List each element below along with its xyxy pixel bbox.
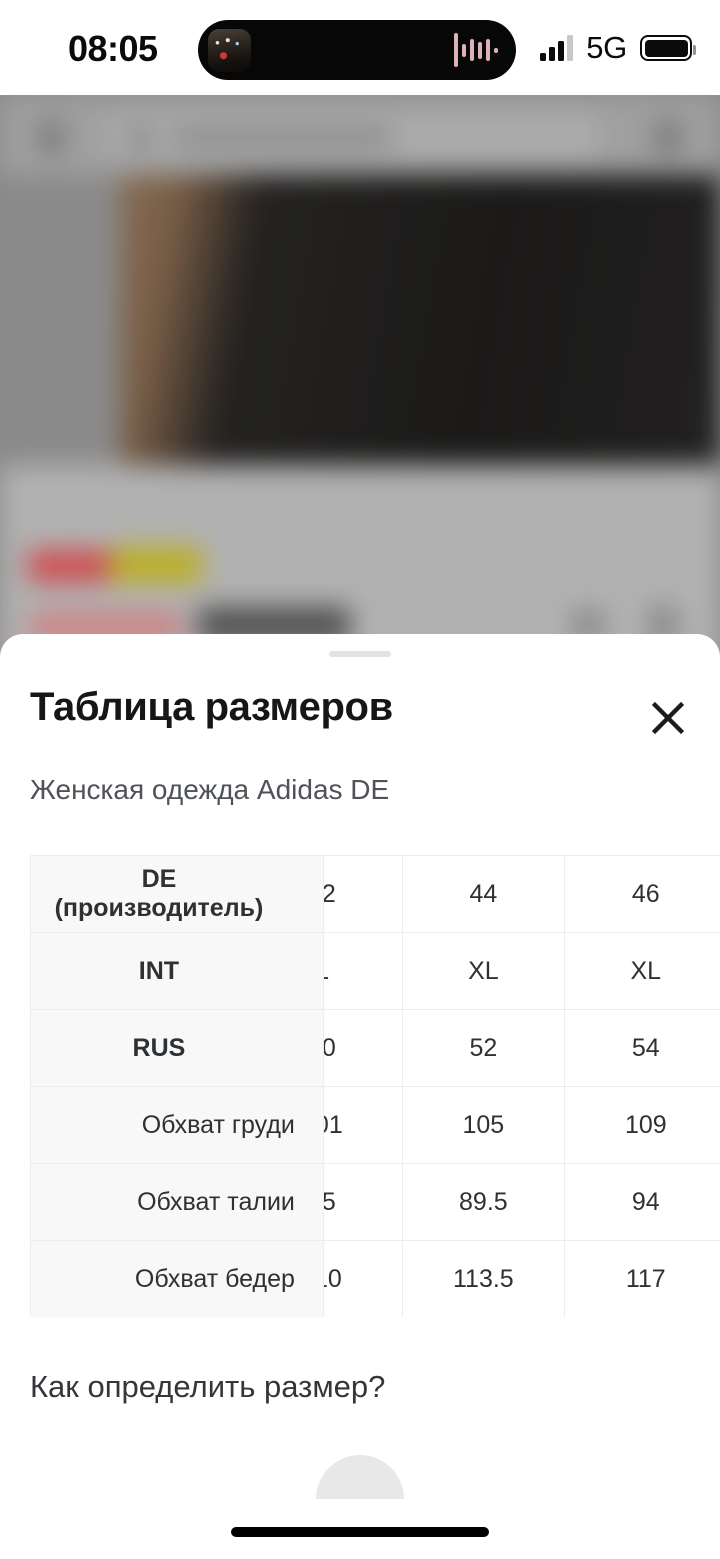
loading-placeholder-shape — [316, 1455, 404, 1499]
table-cell: 42 — [323, 855, 403, 933]
table-cell: 117 — [564, 1240, 720, 1317]
row-label-line: INT — [138, 956, 180, 985]
search-icon — [128, 125, 154, 151]
table-row: DE (производитель) 42 44 46 48 — [30, 855, 720, 933]
table-cell: 89.5 — [401, 1163, 566, 1241]
table-row: Обхват груди 101 105 109 113.5 — [30, 1086, 720, 1164]
table-cell-value: 50 — [323, 1034, 388, 1063]
dynamic-island[interactable] — [198, 20, 516, 80]
audio-waveform-icon — [454, 33, 498, 67]
table-cell: 54 — [564, 1009, 720, 1087]
status-bar-time: 08:05 — [68, 28, 158, 69]
table-cell-value: L — [323, 957, 388, 986]
row-label-line: DE — [141, 865, 177, 893]
status-bar-indicators: 5G — [540, 30, 696, 66]
back-arrow-icon — [38, 121, 64, 153]
size-table-scroller[interactable]: DE (производитель) 42 44 46 48 — [30, 855, 720, 1317]
row-label-int: INT — [30, 932, 324, 1010]
table-cell: 44 — [401, 855, 566, 933]
cellular-signal-icon — [540, 35, 574, 61]
album-art-thumbnail — [208, 29, 251, 72]
table-cell: XL — [564, 932, 720, 1010]
table-cell: 50 — [323, 1009, 403, 1087]
table-cell: 94 — [564, 1163, 720, 1241]
sheet-subtitle: Женская одежда Adidas DE — [30, 774, 390, 805]
row-label-line: Обхват бедер — [134, 1264, 295, 1293]
table-cell: 85 — [323, 1163, 403, 1241]
table-cell: 110 — [323, 1240, 403, 1317]
cart-icon — [654, 121, 682, 153]
table-cell-value: 85 — [323, 1188, 388, 1217]
table-cell: L — [323, 932, 403, 1010]
table-cell: 52 — [401, 1009, 566, 1087]
home-indicator[interactable] — [231, 1527, 489, 1537]
table-row: Обхват талии 85 89.5 94 99 — [30, 1163, 720, 1241]
row-label-line: (производитель) — [54, 894, 264, 922]
row-label-line: Обхват талии — [137, 1187, 295, 1216]
table-row: RUS 50 52 54 56 — [30, 1009, 720, 1087]
table-row: INT L XL XL 2XL — [30, 932, 720, 1010]
battery-icon — [640, 35, 696, 61]
table-cell: XL — [401, 932, 566, 1010]
table-cell-value: 42 — [323, 880, 388, 909]
row-label-chest: Обхват груди — [30, 1086, 324, 1164]
row-label-line: RUS — [132, 1033, 186, 1062]
page-title: Таблица размеров — [30, 685, 393, 729]
table-cell: 109 — [564, 1086, 720, 1164]
table-cell-value: 101 — [323, 1110, 343, 1139]
table-row: Обхват бедер 110 113.5 117 121 — [30, 1240, 720, 1317]
table-cell: 105 — [401, 1086, 566, 1164]
background-product-image — [120, 175, 720, 465]
size-table-scroll-area[interactable]: DE (производитель) 42 44 46 48 — [0, 855, 720, 1317]
background-discount-badge — [28, 550, 110, 582]
table-cell-value: 110 — [323, 1264, 342, 1293]
close-icon[interactable] — [642, 692, 694, 744]
row-label-line: Обхват груди — [141, 1110, 295, 1139]
table-cell: 113.5 — [401, 1240, 566, 1317]
status-bar: 08:05 5G — [0, 0, 720, 95]
row-label-hips: Обхват бедер — [30, 1240, 324, 1317]
background-photo-gutter — [0, 175, 128, 465]
size-chart-sheet: Таблица размеров Женская одежда Adidas D… — [0, 634, 720, 1559]
row-label-waist: Обхват талии — [30, 1163, 324, 1241]
drag-handle[interactable] — [329, 651, 391, 657]
row-label-rus: RUS — [30, 1009, 324, 1087]
network-type-label: 5G — [586, 30, 627, 65]
background-promo-badge — [110, 547, 202, 583]
table-cell: 46 — [564, 855, 720, 933]
how-to-measure-link[interactable]: Как определить размер? — [30, 1369, 386, 1404]
table-cell: 101 — [323, 1086, 403, 1164]
row-label-de: DE (производитель) — [30, 855, 324, 933]
size-table: DE (производитель) 42 44 46 48 — [30, 855, 720, 1317]
background-search-placeholder — [172, 127, 392, 147]
battery-fill — [644, 39, 688, 57]
